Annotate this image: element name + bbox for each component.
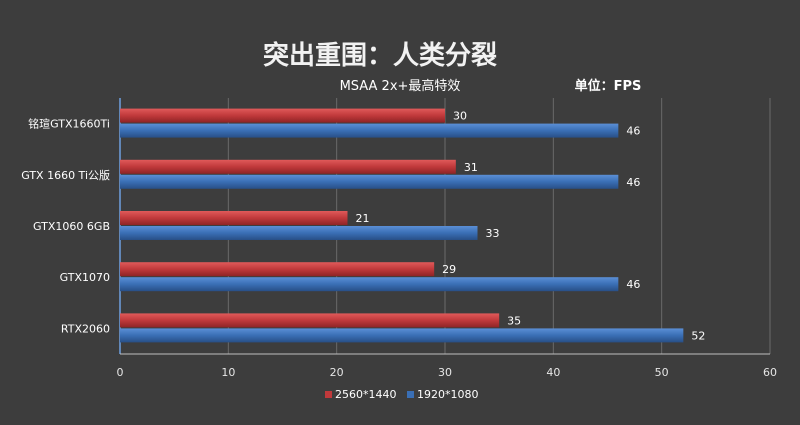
category-labels: 铭瑄GTX1660Ti GTX 1660 Ti公版 GTX1060 6GB GTX10… (21, 117, 110, 336)
bar-series-2 (120, 277, 619, 292)
data-label: 29 (442, 263, 456, 276)
data-label: 52 (691, 329, 705, 342)
data-label: 35 (507, 314, 521, 327)
category-label: GTX1070 (60, 271, 110, 284)
bar-series-2 (120, 123, 619, 138)
category-label: GTX 1660 Ti公版 (21, 168, 110, 182)
x-tick-label: 30 (438, 366, 452, 379)
data-label: 30 (453, 110, 467, 123)
x-axis-tick-labels: 0 10 20 30 40 50 60 (117, 366, 778, 379)
x-tick-label: 50 (655, 366, 669, 379)
bar-series-1 (120, 108, 445, 123)
category-label: RTX2060 (61, 322, 110, 335)
grid-lines (119, 98, 771, 355)
unit-label: 单位：FPS (575, 78, 642, 94)
bar-series-1 (120, 159, 456, 174)
chart-title: 突出重围：人类分裂 (263, 40, 497, 71)
x-tick-label: 10 (221, 366, 235, 379)
x-tick-label: 20 (330, 366, 344, 379)
bar-series-1 (120, 313, 500, 328)
x-tick-label: 0 (117, 366, 124, 379)
chart-subtitle: MSAA 2x+最高特效 (340, 78, 461, 94)
data-label: 46 (626, 278, 640, 291)
data-label: 33 (486, 227, 500, 240)
legend-label: 2560*1440 (335, 388, 397, 401)
data-label: 46 (626, 125, 640, 138)
x-tick-label: 60 (763, 366, 777, 379)
legend-swatch (325, 391, 332, 398)
category-label: GTX1060 6GB (33, 220, 110, 233)
x-tick-label: 40 (546, 366, 560, 379)
legend-label: 1920*1080 (417, 388, 479, 401)
data-label: 21 (356, 212, 370, 225)
bar-series-2 (120, 226, 478, 240)
data-label: 31 (464, 161, 478, 174)
data-label: 46 (626, 176, 640, 189)
bar-series-2 (120, 174, 619, 189)
category-label: 铭瑄GTX1660Ti (28, 117, 110, 131)
legend-swatch (407, 391, 414, 398)
bar-series-1 (120, 262, 435, 277)
legend: 2560*1440 1920*1080 (325, 388, 479, 401)
bar-series-1 (120, 211, 348, 225)
bars: 30 46 31 46 21 33 29 46 35 52 (120, 108, 705, 343)
bar-series-2 (120, 328, 684, 343)
